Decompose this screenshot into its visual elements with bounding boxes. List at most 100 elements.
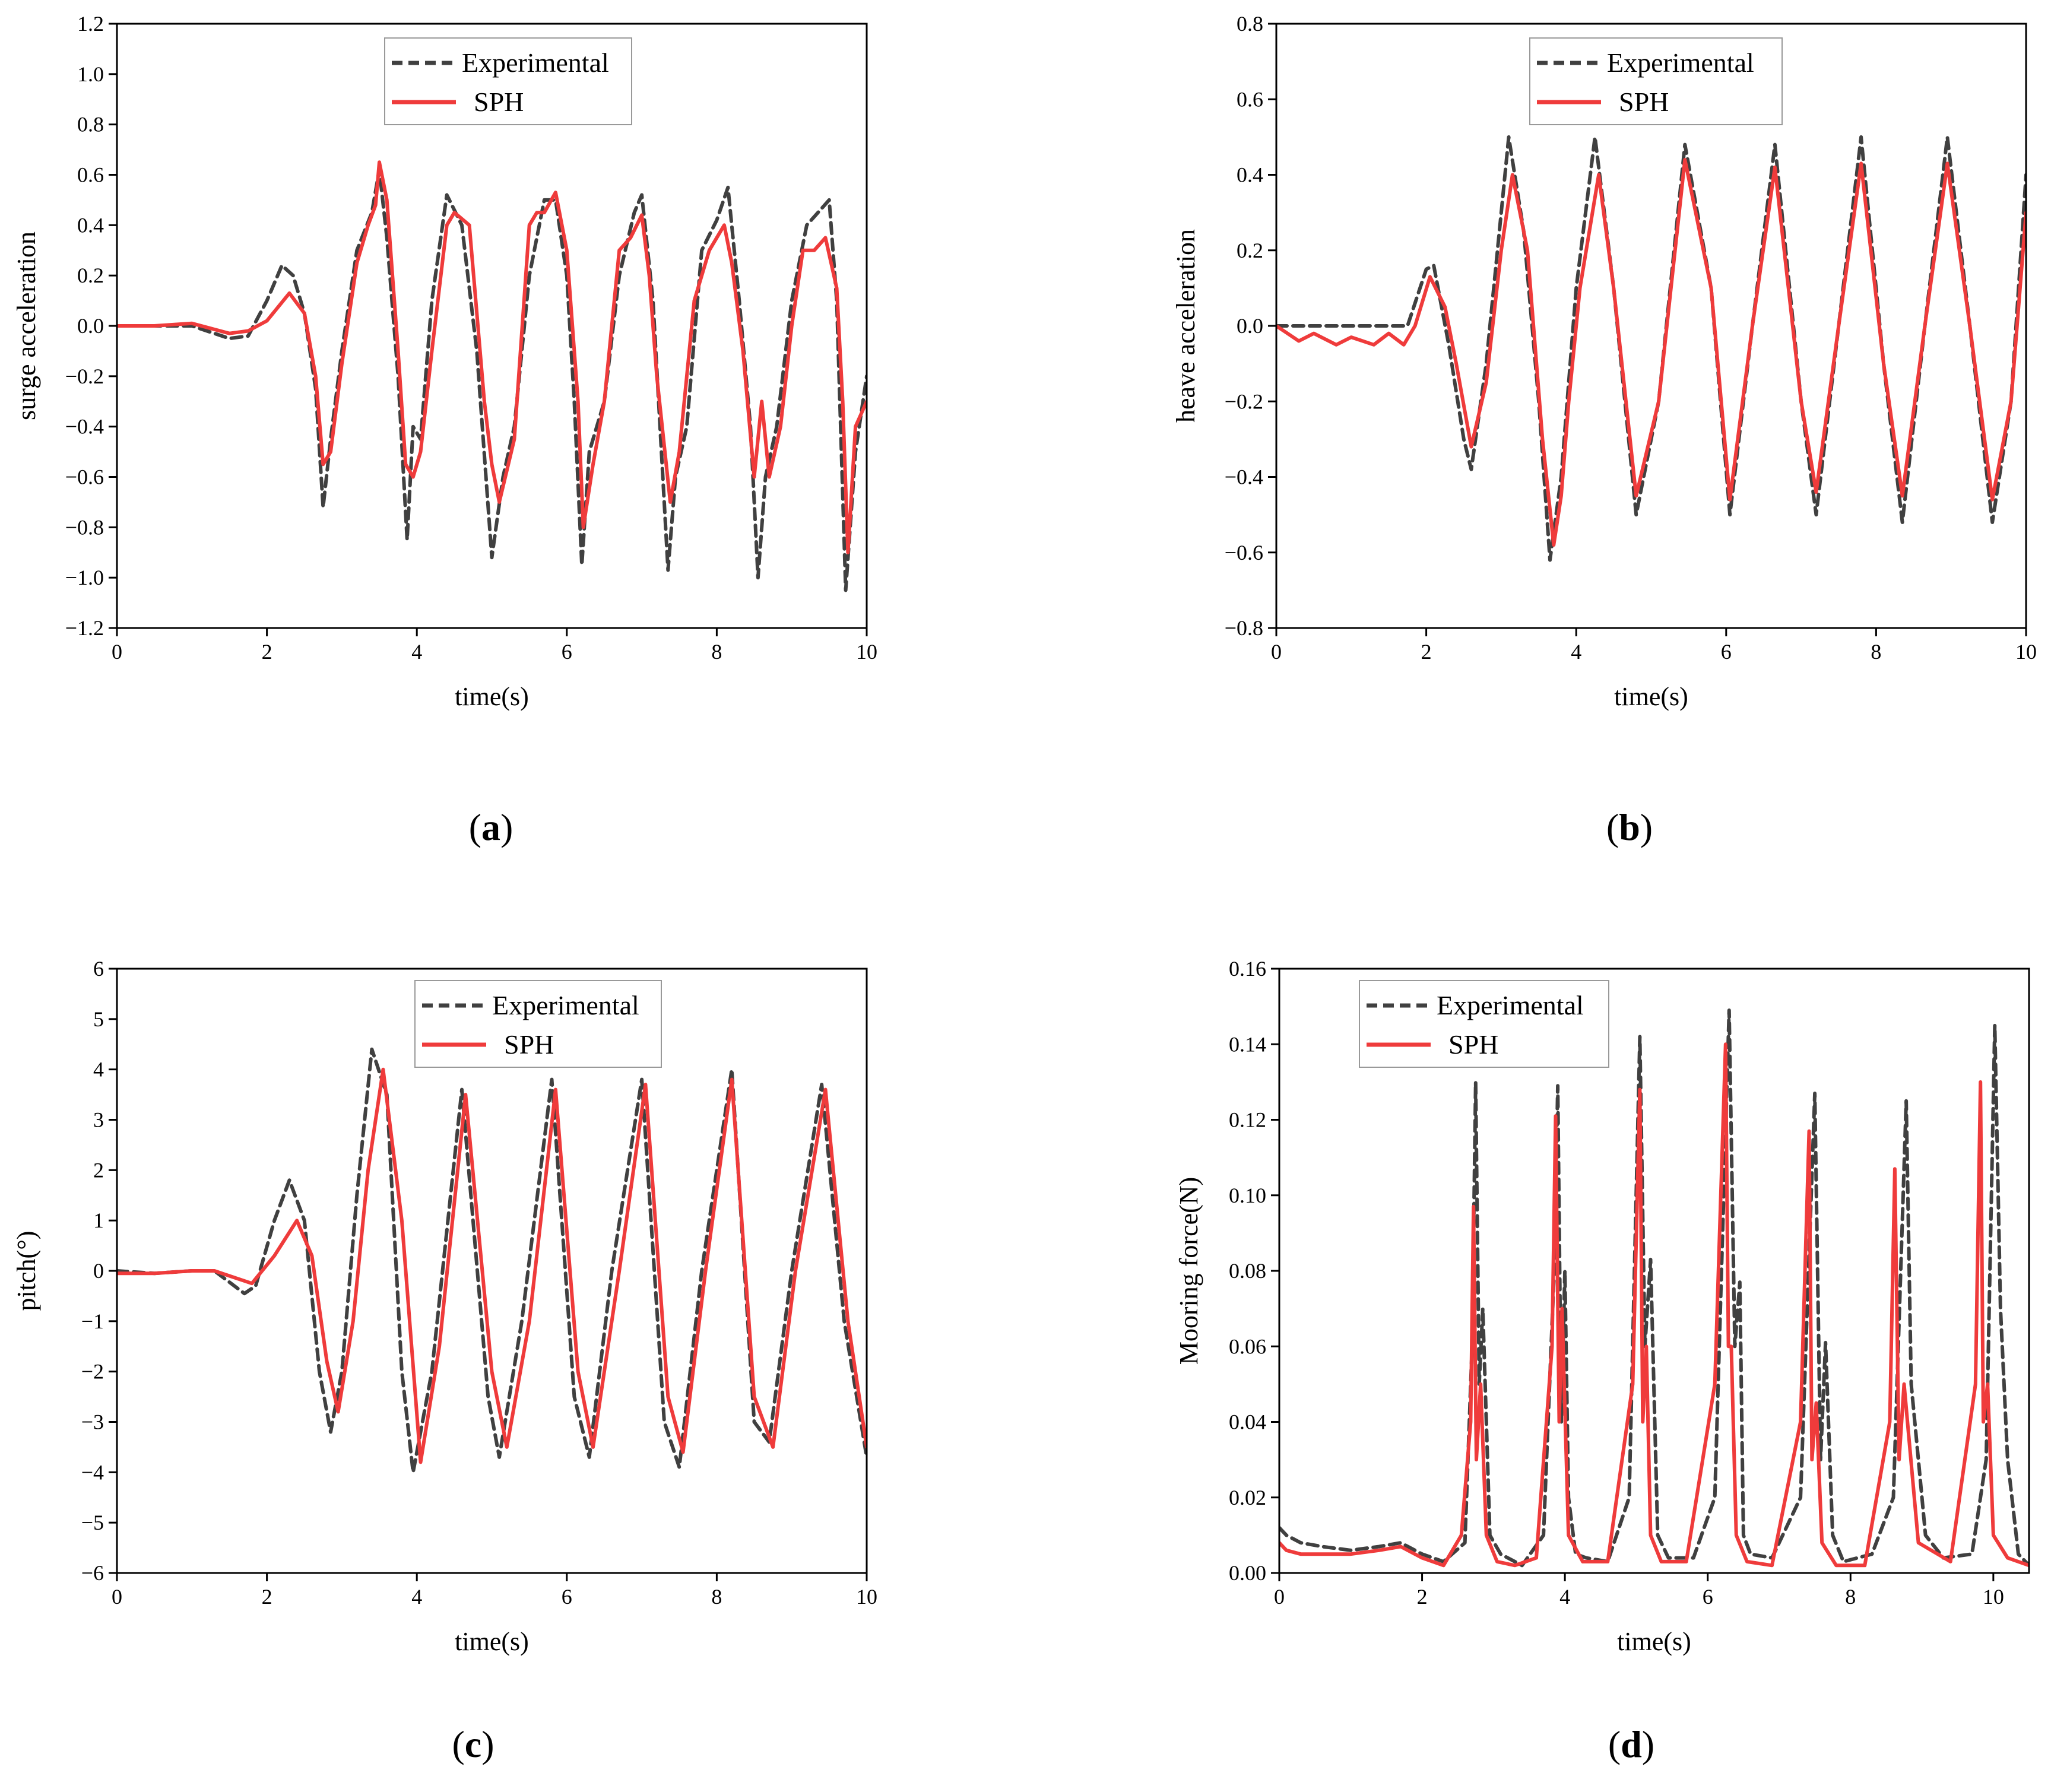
y-tick-label: −5 bbox=[81, 1511, 104, 1534]
legend-box bbox=[1359, 980, 1609, 1068]
y-tick-label: −1 bbox=[81, 1309, 104, 1333]
x-tick-label: 6 bbox=[562, 640, 572, 664]
legend-box bbox=[384, 37, 632, 125]
y-axis-label: surge acceleration bbox=[12, 231, 41, 420]
panel-caption: (b) bbox=[1606, 806, 1653, 848]
y-tick-label: 0.2 bbox=[1237, 239, 1263, 262]
y-tick-label: 0.06 bbox=[1229, 1334, 1266, 1358]
y-tick-label: −0.6 bbox=[1225, 541, 1263, 564]
legend: Experimental SPH bbox=[414, 980, 662, 1068]
x-tick-label: 8 bbox=[1871, 640, 1881, 664]
y-tick-label: 0 bbox=[93, 1259, 104, 1283]
x-axis-label: time(s) bbox=[455, 1627, 529, 1656]
y-tick-label: −3 bbox=[81, 1410, 104, 1434]
y-tick-label: 0.00 bbox=[1229, 1561, 1266, 1585]
x-tick-label: 4 bbox=[1571, 640, 1581, 664]
panel-caption: (a) bbox=[469, 806, 513, 848]
y-tick-label: 1 bbox=[93, 1209, 104, 1232]
x-tick-label: 2 bbox=[1417, 1585, 1428, 1609]
y-tick-label: 0.08 bbox=[1229, 1259, 1266, 1283]
y-tick-label: 0.0 bbox=[77, 314, 104, 338]
x-tick-label: 4 bbox=[411, 1585, 422, 1609]
legend-label-experimental: Experimental bbox=[1437, 990, 1584, 1020]
series-line-sph bbox=[1276, 158, 2026, 547]
x-axis-label: time(s) bbox=[1614, 682, 1688, 711]
y-tick-label: 0.8 bbox=[77, 113, 104, 137]
chart-panel-c: 0 2 4 6 8 10 −6 −5 −4 −3 −2 −1 0 1 2 3 4 5 6 time(s) pitch(°… bbox=[12, 957, 877, 1765]
y-tick-label: 2 bbox=[93, 1158, 104, 1182]
x-tick-label: 0 bbox=[1274, 1585, 1285, 1609]
y-tick-label: 5 bbox=[93, 1007, 104, 1031]
y-tick-label: 0.0 bbox=[1237, 314, 1263, 338]
y-tick-label: 1.0 bbox=[77, 62, 104, 86]
series-line-experimental bbox=[117, 168, 867, 592]
x-tick-label: 2 bbox=[1421, 640, 1432, 664]
x-tick-label: 8 bbox=[711, 640, 722, 664]
y-tick-label: 4 bbox=[93, 1058, 104, 1081]
y-tick-label: −0.8 bbox=[65, 515, 104, 539]
legend-label-experimental: Experimental bbox=[492, 990, 639, 1020]
x-tick-label: 6 bbox=[1703, 1585, 1713, 1609]
x-tick-label: 8 bbox=[1845, 1585, 1856, 1609]
y-tick-label: 3 bbox=[93, 1108, 104, 1132]
x-tick-label: 0 bbox=[1271, 640, 1282, 664]
y-axis-label: Mooring force(N) bbox=[1174, 1177, 1203, 1365]
x-tick-label: 2 bbox=[262, 640, 272, 664]
y-tick-label: 0.04 bbox=[1229, 1410, 1266, 1434]
legend-label-sph: SPH bbox=[504, 1029, 554, 1060]
chart-panel-d: 0 2 4 6 8 10 0.00 0.02 0.04 0.06 0.08 0.10 0.12 0.14 0… bbox=[1174, 957, 2030, 1765]
legend-box bbox=[414, 980, 662, 1068]
series-line-sph bbox=[117, 160, 867, 554]
y-tick-label: 1.2 bbox=[77, 12, 104, 36]
x-tick-label: 4 bbox=[1559, 1585, 1570, 1609]
legend-label-sph: SPH bbox=[1619, 87, 1669, 117]
x-tick-label: 0 bbox=[112, 1585, 122, 1609]
y-axis-label: pitch(°) bbox=[12, 1231, 41, 1311]
y-tick-label: 0.10 bbox=[1229, 1184, 1266, 1207]
x-tick-label: 6 bbox=[562, 1585, 572, 1609]
legend-label-sph: SPH bbox=[474, 87, 524, 117]
y-tick-label: 0.8 bbox=[1237, 12, 1263, 36]
series-line-sph bbox=[1279, 1042, 2029, 1568]
y-tick-label: 0.14 bbox=[1229, 1032, 1266, 1056]
chart-panel-b: 0 2 4 6 8 10 −0.8 −0.6 −0.4 −0.2 0.0 0.2 0.4 0.6 0.8 ti… bbox=[1171, 12, 2037, 848]
y-axis-label: heave acceleration bbox=[1171, 229, 1200, 423]
series-group bbox=[1279, 1008, 2029, 1568]
y-tick-label: 0.2 bbox=[77, 264, 104, 287]
series-group bbox=[117, 1047, 867, 1474]
series-group bbox=[1276, 135, 2026, 562]
legend: Experimental SPH bbox=[384, 37, 632, 125]
y-tick-label: −0.2 bbox=[1225, 389, 1263, 413]
y-tick-label: 0.4 bbox=[1237, 163, 1263, 187]
y-tick-label: −4 bbox=[81, 1460, 104, 1484]
y-tick-label: 0.4 bbox=[77, 213, 104, 237]
panel-caption: (c) bbox=[452, 1723, 494, 1765]
x-axis-label: time(s) bbox=[1617, 1627, 1691, 1656]
y-tick-label: −0.6 bbox=[65, 465, 104, 489]
y-tick-label: −0.4 bbox=[1225, 465, 1263, 489]
y-tick-label: 0.02 bbox=[1229, 1486, 1266, 1509]
y-tick-label: 0.6 bbox=[1237, 87, 1263, 111]
y-tick-label: 6 bbox=[93, 957, 104, 981]
y-tick-label: −0.8 bbox=[1225, 616, 1263, 640]
x-tick-label: 0 bbox=[112, 640, 122, 664]
legend-box bbox=[1529, 37, 1783, 125]
series-line-experimental bbox=[117, 1047, 867, 1474]
legend-label-experimental: Experimental bbox=[1607, 47, 1754, 78]
series-line-sph bbox=[117, 1067, 867, 1464]
x-tick-label: 4 bbox=[411, 640, 422, 664]
y-tick-label: 0.16 bbox=[1229, 957, 1266, 981]
y-tick-label: 0.6 bbox=[77, 163, 104, 187]
x-tick-label: 10 bbox=[2015, 640, 2037, 664]
y-tick-label: −2 bbox=[81, 1360, 104, 1384]
series-group bbox=[117, 160, 867, 592]
x-tick-label: 2 bbox=[262, 1585, 272, 1609]
panels: 0 2 4 6 8 10−1.2−1.0−0.8−0.6−0.4−0.20.00.20.4… bbox=[12, 12, 2037, 1765]
panel-caption: (d) bbox=[1608, 1723, 1654, 1765]
chart-panel-a: 0 2 4 6 8 10 −1.2 −1.0 −0.8 −0.6 −0.4 −0.2 0.0 0.2 0.4… bbox=[12, 12, 877, 848]
y-tick-label: −0.2 bbox=[65, 364, 104, 388]
y-tick-label: 0.12 bbox=[1229, 1108, 1266, 1132]
y-tick-label: −1.2 bbox=[65, 616, 104, 640]
